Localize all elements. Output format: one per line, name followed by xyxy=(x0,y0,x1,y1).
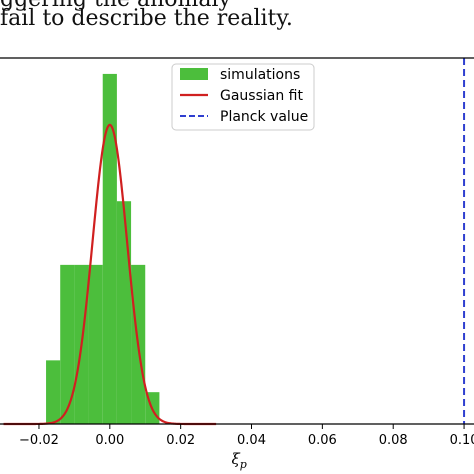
x-tick-label: 0.04 xyxy=(237,433,266,448)
axes xyxy=(0,57,474,425)
histogram-bar xyxy=(88,264,103,424)
legend: simulations Gaussian fit Planck value xyxy=(171,63,315,131)
legend-box xyxy=(171,63,315,131)
x-tick-label: 0.00 xyxy=(95,433,124,448)
histogram-bar xyxy=(46,360,61,424)
caption-text: ggering the anomaly fail to describe the… xyxy=(0,0,474,60)
legend-label-planck-value: Planck value xyxy=(220,109,308,125)
caption-line-1: ggering the anomaly xyxy=(0,0,231,12)
x-tick-label: 0.02 xyxy=(166,433,195,448)
histogram-bar xyxy=(116,201,132,424)
histogram-bar xyxy=(102,73,117,425)
x-tick-label: 0.10 xyxy=(450,433,474,448)
x-tick-label: −0.02 xyxy=(19,433,59,448)
legend-label-gaussian-fit: Gaussian fit xyxy=(220,88,303,104)
legend-swatch-simulations xyxy=(180,68,208,80)
legend-label-simulations: simulations xyxy=(220,67,300,83)
x-axis-ticks: −0.02 0.00 0.02 0.04 0.06 0.08 0.10 xyxy=(19,424,474,448)
histogram-bar xyxy=(60,264,75,424)
x-axis-label: ξp xyxy=(231,450,246,471)
x-tick-label: 0.08 xyxy=(379,433,408,448)
x-tick-label: 0.06 xyxy=(308,433,337,448)
caption-line-2: fail to describe the reality. xyxy=(0,6,293,31)
